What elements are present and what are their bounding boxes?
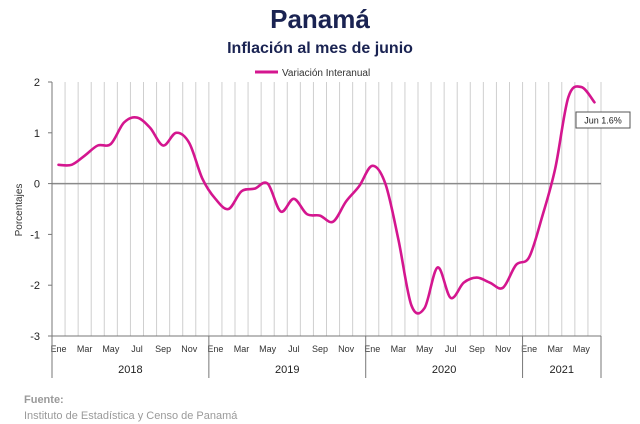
x-tick-label: Nov	[495, 344, 512, 354]
series-line	[57, 85, 596, 315]
x-tick-label: May	[259, 344, 277, 354]
y-tick-label: -3	[30, 331, 40, 343]
data-point	[200, 177, 204, 181]
x-tick-label: Sep	[312, 344, 328, 354]
x-tick-label: Nov	[181, 344, 198, 354]
data-point	[436, 265, 440, 269]
annotation-box	[575, 111, 631, 129]
data-point	[174, 131, 178, 135]
x-tick-label: Sep	[155, 344, 171, 354]
series-layer	[57, 85, 596, 315]
x-tick-label: May	[573, 344, 591, 354]
x-tick-label: May	[102, 344, 120, 354]
data-point	[383, 182, 387, 186]
annotation-text: Jun 1.6%	[584, 116, 622, 126]
x-tick-label: Ene	[207, 344, 223, 354]
data-point	[226, 207, 230, 211]
x-tick-label: Mar	[77, 344, 93, 354]
data-point	[409, 304, 413, 308]
x-tick-label: Jul	[288, 344, 300, 354]
y-tick-label: 0	[34, 179, 40, 191]
data-point	[109, 142, 113, 146]
x-tick-label: Jul	[445, 344, 457, 354]
data-point	[253, 187, 257, 191]
x-tick-label: Ene	[521, 344, 537, 354]
data-point	[579, 85, 583, 89]
data-point	[501, 286, 505, 290]
data-point	[566, 95, 570, 99]
data-point	[592, 100, 596, 104]
grid-layer	[51, 82, 602, 336]
x-tick-label: Ene	[51, 344, 67, 354]
x-tick-label: Mar	[391, 344, 407, 354]
y-tick-label: 2	[34, 77, 40, 89]
y-tick-label: -1	[30, 229, 40, 241]
data-point	[553, 166, 557, 170]
data-point	[70, 163, 74, 167]
data-point	[449, 296, 453, 300]
legend: Variación Interanual	[255, 68, 370, 79]
x-tick-label: Mar	[548, 344, 564, 354]
y-axis-label: Porcentajes	[14, 184, 25, 237]
data-point	[423, 306, 427, 310]
x-year-label: 2020	[432, 364, 456, 376]
data-point	[514, 263, 518, 267]
axis-layer: -3 -2 -1 0 1 2 Ene Mar May Jul Sep Nov Ene Mar May Jul S…	[30, 77, 602, 378]
data-point	[527, 255, 531, 259]
data-point	[305, 212, 309, 216]
x-tick-label: Ene	[364, 344, 380, 354]
data-point	[331, 220, 335, 224]
x-tick-label: Nov	[338, 344, 355, 354]
annotation-callout: Jun 1.6%	[575, 111, 631, 129]
data-point	[344, 199, 348, 203]
data-point	[83, 154, 87, 158]
data-point	[318, 214, 322, 218]
x-year-label: 2018	[118, 364, 142, 376]
x-year-label: 2021	[550, 364, 574, 376]
data-point	[96, 144, 100, 148]
data-point	[475, 276, 479, 280]
data-point	[148, 126, 152, 130]
data-point	[187, 141, 191, 145]
data-point	[240, 189, 244, 193]
x-year-label: 2019	[275, 364, 299, 376]
y-tick-label: 1	[34, 128, 40, 140]
data-point	[279, 210, 283, 214]
data-point	[122, 121, 126, 125]
chart-subtitle: Inflación al mes de junio	[227, 40, 413, 57]
data-point	[135, 116, 139, 120]
chart-title: Panamá	[270, 4, 370, 34]
x-tick-label: Sep	[469, 344, 485, 354]
data-point	[462, 281, 466, 285]
x-tick-label: May	[416, 344, 434, 354]
data-point	[213, 197, 217, 201]
data-point	[292, 197, 296, 201]
x-tick-label: Mar	[234, 344, 250, 354]
data-point	[57, 163, 61, 167]
data-point	[266, 182, 270, 186]
data-point	[370, 164, 374, 168]
y-tick-label: -2	[30, 280, 40, 292]
x-tick-label: Jul	[131, 344, 143, 354]
data-point	[396, 237, 400, 241]
source-label: Fuente:	[24, 394, 64, 406]
data-point	[161, 144, 165, 148]
data-point	[540, 215, 544, 219]
source-text: Instituto de Estadística y Censo de Pana…	[24, 410, 238, 422]
legend-label: Variación Interanual	[282, 68, 370, 79]
data-point	[357, 184, 361, 188]
data-point	[488, 281, 492, 285]
